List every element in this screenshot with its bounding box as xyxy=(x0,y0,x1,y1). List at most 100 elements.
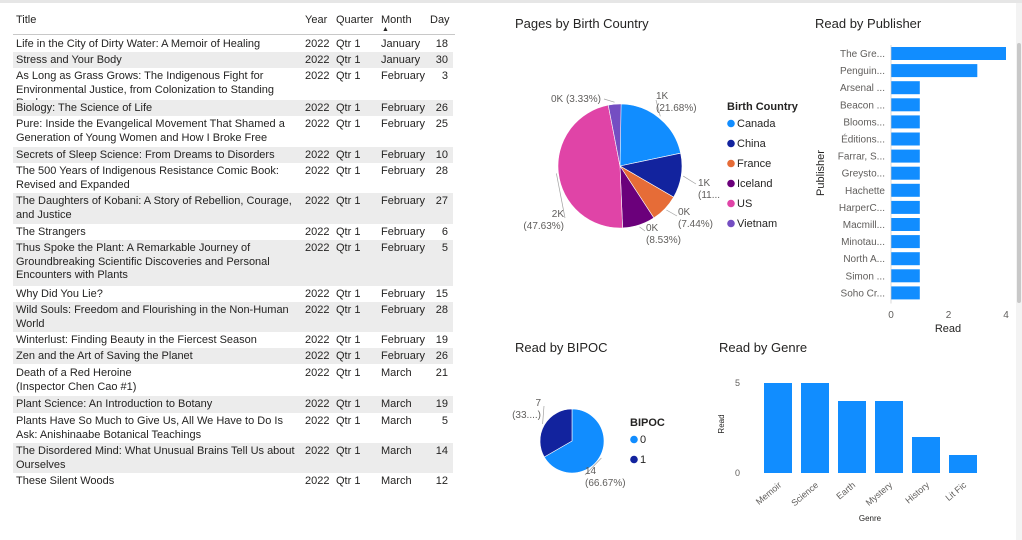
bipoc-data-label-percent: (33....) xyxy=(512,410,541,421)
table-row[interactable]: As Long as Grass Grows: The Indigenous F… xyxy=(13,68,453,109)
table-row[interactable]: Why Did You Lie? 2022 Qtr 1 February 15 xyxy=(13,286,453,302)
table-row[interactable]: Secrets of Sleep Science: From Dreams to… xyxy=(13,147,453,163)
column-header-year[interactable]: Year xyxy=(305,14,328,26)
cell-title: The 500 Years of Indigenous Resistance C… xyxy=(16,165,279,191)
table-row[interactable]: The Daughters of Kobani: A Story of Rebe… xyxy=(13,193,453,224)
table-row[interactable]: Stress and Your Body 2022 Qtr 1 January 30 xyxy=(13,52,453,68)
birth-country-legend-label: Iceland xyxy=(737,178,772,190)
birth-country-legend-marker[interactable] xyxy=(727,199,735,208)
birth-country-leader-line xyxy=(556,173,566,219)
birth-country-legend-marker[interactable] xyxy=(727,139,735,148)
genre-bar[interactable] xyxy=(875,401,903,473)
birth-country-legend-label: China xyxy=(737,138,767,150)
genre-bar[interactable] xyxy=(912,437,940,473)
table-row[interactable]: Zen and the Art of Saving the Planet 2022… xyxy=(13,348,453,364)
cell-title: The Strangers xyxy=(16,226,86,238)
column-header-quarter[interactable]: Quarter xyxy=(336,14,374,26)
table-row[interactable]: Death of a Red Heroine (Inspector Chen C… xyxy=(13,365,453,396)
table-row[interactable]: Thus Spoke the Plant: A Remarkable Journ… xyxy=(13,240,453,286)
birth-country-data-label-value: 1K xyxy=(656,91,669,102)
publisher-category-label: Éditions... xyxy=(841,133,885,146)
table-row[interactable]: Plant Science: An Introduction to Botany… xyxy=(13,396,453,413)
cell-month: March xyxy=(381,398,412,410)
birth-country-slice-us[interactable] xyxy=(557,104,623,229)
birth-country-slice-vietnam[interactable] xyxy=(607,103,622,167)
page-scrollbar-thumb[interactable] xyxy=(1017,43,1021,303)
genre-category-label: Memoir xyxy=(754,480,783,507)
cell-year: 2022 xyxy=(305,242,330,254)
birth-country-slice-canada[interactable] xyxy=(619,103,682,167)
birth-country-data-label: 0K (3.33%) xyxy=(551,94,601,105)
table-row[interactable]: Pure: Inside the Evangelical Movement Th… xyxy=(13,116,453,147)
genre-bar[interactable] xyxy=(801,383,829,473)
publisher-category-label: Greysto... xyxy=(842,169,885,180)
birth-country-legend-label: Canada xyxy=(737,118,776,130)
cell-month: February xyxy=(381,350,426,362)
genre-chart-title: Read by Genre xyxy=(719,340,808,355)
table-row[interactable]: The 500 Years of Indigenous Resistance C… xyxy=(13,163,453,193)
genre-bar[interactable] xyxy=(949,455,977,473)
cell-month: February xyxy=(381,226,426,238)
birth-country-legend-marker[interactable] xyxy=(727,219,735,228)
cell-quarter: Qtr 1 xyxy=(336,334,361,346)
table-row[interactable]: Winterlust: Finding Beauty in the Fierce… xyxy=(13,332,453,348)
bipoc-data-label-value: 14 xyxy=(585,466,597,477)
birth-country-data-label-value: 2K xyxy=(552,209,565,220)
bipoc-legend-marker[interactable] xyxy=(630,455,638,464)
column-header-title[interactable]: Title xyxy=(16,14,37,26)
cell-title: Thus Spoke the Plant: A Remarkable Journ… xyxy=(16,242,270,281)
publisher-bar[interactable] xyxy=(891,64,978,78)
publisher-bar[interactable] xyxy=(891,132,920,146)
table-row[interactable]: These Silent Woods 2022 Qtr 1 March 12 xyxy=(13,473,453,489)
bipoc-slice-1[interactable] xyxy=(539,408,573,458)
publisher-bar[interactable] xyxy=(891,200,920,214)
genre-bar[interactable] xyxy=(764,383,792,473)
publisher-bar[interactable] xyxy=(891,286,920,300)
publisher-bar[interactable] xyxy=(891,269,920,283)
genre-bar[interactable] xyxy=(838,401,866,473)
publisher-bar[interactable] xyxy=(891,252,920,266)
publisher-bar[interactable] xyxy=(891,235,920,249)
publisher-category-label: Blooms... xyxy=(843,117,885,128)
publisher-bar[interactable] xyxy=(891,98,920,112)
bipoc-data-label-percent: (66.67%) xyxy=(585,478,626,489)
birth-country-legend-label: France xyxy=(737,158,771,170)
publisher-bar[interactable] xyxy=(891,115,920,129)
cell-year: 2022 xyxy=(305,149,330,161)
books-table: Title Year Quarter Month Day ▲ Life in t… xyxy=(13,10,455,487)
birth-country-data-label-value: 0K xyxy=(678,207,691,218)
cell-quarter: Qtr 1 xyxy=(336,367,361,379)
column-header-day[interactable]: Day xyxy=(430,14,450,26)
table-row[interactable]: Wild Souls: Freedom and Flourishing in t… xyxy=(13,302,453,332)
publisher-bar[interactable] xyxy=(891,166,920,180)
table-row[interactable]: Biology: The Science of Life 2022 Qtr 1 Feb… xyxy=(13,100,453,116)
cell-quarter: Qtr 1 xyxy=(336,165,361,177)
genre-category-label: Lit Fic xyxy=(943,480,968,503)
bipoc-legend-marker[interactable] xyxy=(630,435,638,444)
cell-year: 2022 xyxy=(305,195,330,207)
publisher-bar[interactable] xyxy=(891,183,920,197)
cell-title: These Silent Woods xyxy=(16,475,115,487)
table-row[interactable]: Life in the City of Dirty Water: A Memoi… xyxy=(13,36,453,52)
bipoc-legend-title: BIPOC xyxy=(630,417,665,429)
page-scrollbar[interactable] xyxy=(1016,3,1022,540)
publisher-bar[interactable] xyxy=(891,47,1006,60)
table-row[interactable]: Plants Have So Much to Give Us, All We H… xyxy=(13,413,453,443)
bipoc-slice-0[interactable] xyxy=(543,408,605,474)
birth-country-legend-marker[interactable] xyxy=(727,159,735,168)
publisher-bar[interactable] xyxy=(891,81,920,95)
column-header-month[interactable]: Month xyxy=(381,14,412,26)
birth-country-legend-marker[interactable] xyxy=(727,119,735,128)
cell-month: February xyxy=(381,118,426,130)
cell-day: 5 xyxy=(441,415,448,427)
cell-title: Secrets of Sleep Science: From Dreams to… xyxy=(16,149,275,161)
publisher-bar[interactable] xyxy=(891,218,920,231)
birth-country-legend-title: Birth Country xyxy=(727,101,799,113)
publisher-bar[interactable] xyxy=(891,149,920,163)
table-row[interactable]: The Strangers 2022 Qtr 1 February 6 xyxy=(13,224,453,240)
birth-country-legend-marker[interactable] xyxy=(727,179,735,188)
cell-day: 19 xyxy=(435,334,448,346)
table-row[interactable]: The Disordered Mind: What Unusual Brains… xyxy=(13,443,453,473)
cell-month: March xyxy=(381,415,412,427)
bipoc-chart-title: Read by BIPOC xyxy=(515,340,608,355)
